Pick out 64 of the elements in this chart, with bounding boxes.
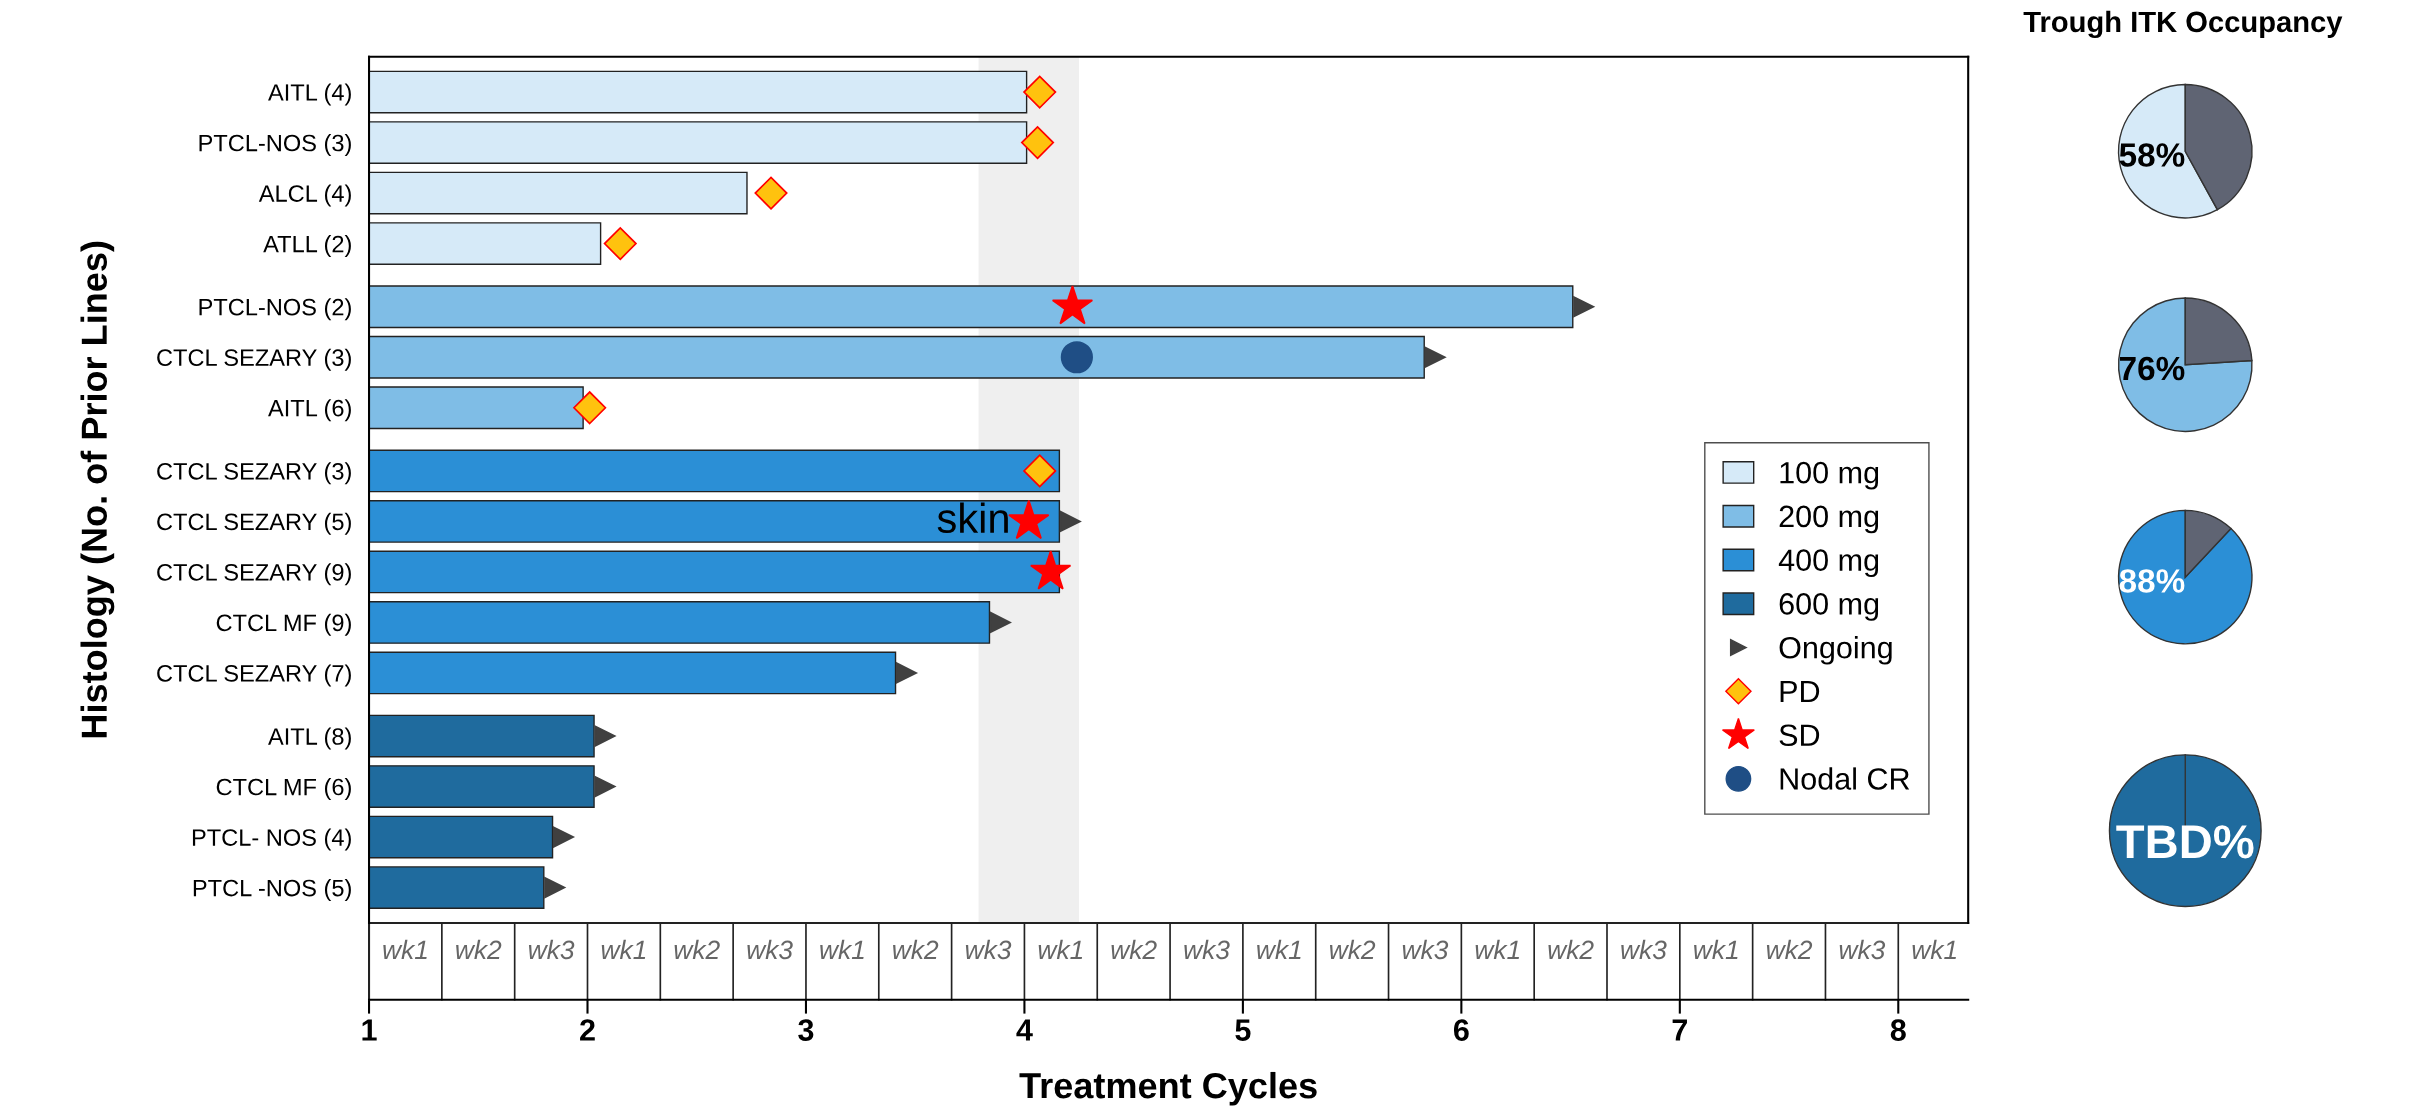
y-tick-label: PTCL- NOS (4) — [192, 828, 351, 851]
legend-label: 100 mg — [1780, 461, 1879, 490]
y-tick-label: AITL (4) — [268, 83, 351, 106]
legend-label: 200 mg — [1779, 505, 1879, 534]
text: wk3 — [965, 939, 1012, 960]
text: TBD% — [2116, 825, 2254, 859]
text: wk1 — [1475, 939, 1519, 959]
x-tick-label: 6 — [1453, 1019, 1469, 1041]
y-tick-label: CTCL SEZARY (3) — [157, 348, 351, 371]
text: wk2 — [674, 939, 720, 959]
text: wk2 — [1766, 939, 1813, 959]
y-tick-label: CTCL MF (6) — [216, 778, 351, 801]
y-axis-title: Histology (No. of Prior Lines) — [80, 241, 115, 738]
y-tick-label: ALCL (4) — [258, 184, 351, 207]
pie-slice — [2117, 509, 2253, 645]
text: wk1 — [1694, 939, 1738, 959]
x-tick-label: 8 — [1890, 1019, 1906, 1041]
text: wk3 — [1839, 939, 1886, 960]
y-tick-label: ATLL (2) — [263, 235, 351, 258]
legend-label: 600 mg — [1779, 593, 1879, 621]
data-label: 58% — [2119, 143, 2185, 167]
y-tick-label: CTCL SEZARY (5) — [157, 512, 351, 535]
data-label: 76% — [2119, 356, 2185, 381]
x-tick-label: 7 — [1672, 1019, 1687, 1041]
chart-title: Trough ITK Occupancy — [2023, 10, 2343, 39]
text: wk2 — [1111, 939, 1157, 959]
text: wk1 — [601, 939, 646, 959]
text: wk3 — [1621, 939, 1667, 960]
x-tick-label: 2 — [580, 1019, 595, 1041]
text: wk1 — [1912, 939, 1956, 959]
y-tick-label: CTCL SEZARY (7) — [157, 664, 351, 687]
x-axis-title: Treatment Cycles — [1019, 1071, 1317, 1106]
text: wk2 — [893, 939, 939, 959]
legend-label: Nodal CR — [1780, 767, 1910, 790]
text: wk1 — [820, 939, 864, 959]
text: wk2 — [456, 939, 502, 959]
y-tick-label: CTCL MF (9) — [216, 613, 351, 636]
y-tick-label: AITL (6) — [268, 399, 351, 422]
data-label: 88% — [2119, 569, 2185, 593]
text: wk3 — [1184, 939, 1230, 960]
legend-label: Ongoing — [1779, 636, 1892, 665]
legend-label: PD — [1780, 680, 1820, 702]
text: wk1 — [1257, 939, 1301, 959]
x-tick-label: 1 — [362, 1019, 377, 1041]
y-tick-label: PTCL -NOS (5) — [193, 879, 351, 902]
text: wk1 — [383, 939, 427, 959]
text: wk1 — [1038, 939, 1083, 959]
x-tick-label: 3 — [798, 1019, 814, 1041]
y-tick-label: PTCL-NOS (3) — [199, 134, 351, 157]
legend-label: 400 mg — [1778, 549, 1879, 578]
pie-slice — [2117, 297, 2253, 433]
x-tick-label: 5 — [1235, 1019, 1251, 1041]
legend-label: SD — [1779, 724, 1820, 747]
text: wk3 — [528, 939, 575, 960]
text: wk2 — [1329, 939, 1376, 959]
x-tick-label: 4 — [1016, 1019, 1033, 1041]
y-tick-label: AITL (8) — [268, 727, 351, 750]
y-tick-label: CTCL SEZARY (3) — [157, 462, 351, 485]
y-tick-label: PTCL-NOS (2) — [199, 298, 351, 321]
annotation: skin — [937, 502, 1008, 534]
text: wk3 — [1402, 939, 1449, 960]
text: wk2 — [1548, 939, 1594, 959]
y-tick-label: CTCL SEZARY (9) — [157, 563, 351, 586]
text: wk3 — [747, 939, 793, 960]
